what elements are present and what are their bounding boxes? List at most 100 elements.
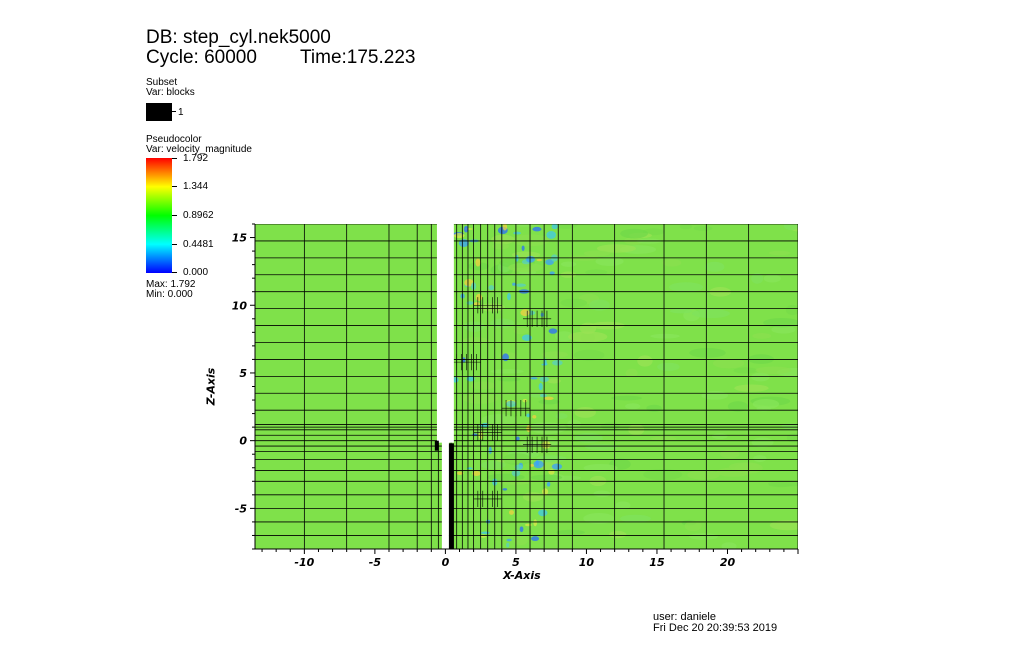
wake-patch [508,510,514,515]
wake-patch [515,436,520,441]
wake-patch [502,488,508,491]
flow-patch [679,224,693,230]
subset-legend-title: Subset [146,77,178,88]
wake-patch [542,488,549,495]
subset-item-label: 1 [178,107,184,118]
flow-patch [711,433,728,440]
subset-legend-var: Var: blocks [146,87,195,98]
wake-patch [546,231,557,239]
flow-patch [583,512,615,524]
x-tick-label: 5 [512,556,520,569]
flow-patch [751,272,764,284]
z-tick-label: -5 [235,502,248,515]
wake-patch [549,271,555,275]
max-label: Max: 1.792 [146,279,196,290]
flow-patch [620,228,648,239]
flow-patch [497,377,521,382]
wake-patch [532,415,537,419]
cylinder-obstacle [436,224,454,443]
colorbar-tick-label: 0.4481 [183,239,214,250]
flow-patch [574,349,605,361]
cylinder-stem [441,440,449,549]
wake-patch [519,526,524,533]
flow-patch [755,366,792,374]
flow-patch [669,308,692,314]
flow-patch [767,480,798,487]
colorbar [146,158,172,273]
wake-patch [531,536,540,542]
colorbar-tick-label: 0.8962 [183,210,214,221]
flow-patch [556,529,585,535]
wake-patch [545,259,554,266]
mesh-plot [255,224,798,549]
flow-patch [593,490,611,498]
wake-patch [462,357,466,363]
flow-patch [785,304,798,316]
flow-patch [560,298,588,308]
flow-patch [662,258,682,267]
wake-patch [513,231,522,235]
pseudocolor-legend-var: Var: velocity_magnitude [146,144,252,155]
plot-area[interactable] [255,224,798,549]
user-label: user: daniele [653,611,716,623]
wake-patch [548,328,558,334]
flow-patch [704,261,725,272]
flow-patch [530,474,563,481]
min-label: Min: 0.000 [146,289,193,300]
wake-patch [530,377,538,380]
wake-patch [521,245,525,251]
flow-patch [512,224,542,227]
flow-patch [684,521,702,532]
flow-patch [643,468,683,481]
pseudocolor-legend-title: Pseudocolor [146,134,202,145]
wake-patch [551,224,558,230]
flow-patch [583,250,611,257]
wake-patch [551,463,563,470]
wake-patch [536,258,543,262]
flow-patch [611,395,642,401]
colorbar-tick-label: 1.792 [183,153,209,164]
subset-swatch [146,103,172,121]
subset-swatch-tick [172,111,176,112]
flow-patch [470,381,496,390]
wake-patch [456,471,464,475]
x-tick-label: 10 [579,556,595,569]
flow-patch [650,333,680,339]
flow-patch [763,318,798,328]
flow-patch [619,514,651,523]
wake-patch [506,538,512,542]
flow-patch [625,368,638,378]
z-tick-label: 0 [239,435,247,448]
colorbar-tick [172,215,177,216]
wake-patch [539,393,547,398]
flow-patch [693,225,713,231]
flow-patch [733,367,758,374]
flow-patch [769,520,798,531]
flow-patch [712,358,745,369]
flow-patch [609,530,627,539]
x-tick-label: 15 [649,556,665,569]
flow-patch [687,470,720,480]
time-label: Time:175.223 [300,47,416,68]
flow-patch [481,414,517,426]
flow-patch [753,455,767,463]
step-block [448,443,454,549]
flow-patch [727,401,749,412]
flow-patch [553,224,578,229]
flow-patch [734,384,769,392]
flow-patch [721,542,737,549]
flow-patch [513,534,529,546]
flow-patch [554,331,574,342]
flow-patch [657,362,680,372]
wake-patch [521,334,532,342]
flow-patch [490,369,524,374]
colorbar-tick [172,158,177,159]
wake-patch [552,360,563,366]
flow-patch [752,399,780,410]
flow-patch [716,467,751,477]
database-title: DB: step_cyl.nek5000 [146,27,331,48]
x-tick-label: 20 [720,556,736,569]
wake-patch [463,225,469,233]
wake-patch [488,446,492,454]
